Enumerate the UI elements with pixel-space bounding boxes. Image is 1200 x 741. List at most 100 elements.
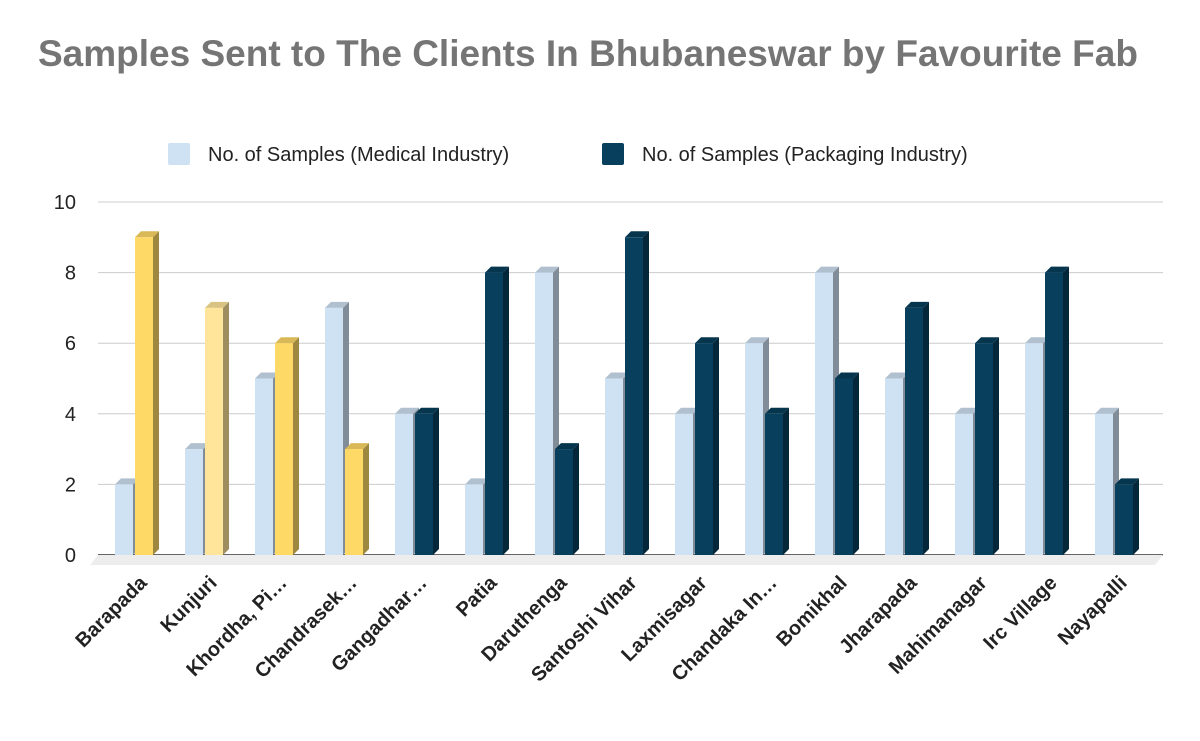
bar-front — [1045, 272, 1063, 555]
bar — [975, 337, 999, 555]
bar-side — [853, 372, 859, 555]
bar-top — [115, 478, 139, 485]
bar-front — [1115, 484, 1133, 555]
bar-front — [395, 413, 413, 555]
chart-floor — [90, 555, 1163, 565]
y-tick-label: 0 — [65, 545, 76, 567]
legend: No. of Samples (Medical Industry) No. of … — [168, 143, 968, 166]
bar-front — [905, 307, 923, 555]
bar — [345, 443, 369, 555]
bar-front — [955, 413, 973, 555]
y-tick-label: 10 — [54, 192, 76, 214]
bar-front — [325, 307, 343, 555]
bar-front — [885, 378, 903, 555]
x-tick-label: Irc Village — [979, 572, 1061, 654]
bar-front — [205, 307, 223, 555]
bar-front — [535, 272, 553, 555]
bar-top — [135, 231, 159, 238]
bar-top — [555, 443, 579, 450]
bar-top — [465, 478, 489, 485]
bar-top — [885, 372, 909, 379]
bar — [135, 231, 159, 556]
chart-title: Samples Sent to The Clients In Bhubanesw… — [38, 33, 1138, 74]
bar-top — [205, 301, 229, 308]
bar-top — [745, 337, 769, 344]
x-tick-label: Kunjuri — [156, 572, 221, 637]
bar-front — [135, 237, 153, 556]
bar-top — [695, 337, 719, 344]
bar-front — [675, 413, 693, 555]
bar-top — [535, 266, 559, 273]
bar — [695, 337, 719, 555]
bar-top — [415, 407, 439, 414]
bar-front — [625, 237, 643, 556]
x-tick-label: Patia — [452, 571, 502, 621]
bar — [275, 337, 299, 555]
bar-top — [955, 407, 979, 414]
bar-top — [1095, 407, 1119, 414]
bar — [1095, 407, 1119, 555]
bar-top — [975, 337, 999, 344]
bar-front — [555, 449, 573, 555]
bar-side — [993, 337, 999, 555]
bar-top — [345, 443, 369, 450]
bar-top — [905, 301, 929, 308]
bar — [485, 266, 509, 555]
bars — [115, 231, 1139, 556]
bar — [905, 301, 929, 555]
bar-top — [765, 407, 789, 414]
legend-swatch — [602, 143, 624, 165]
bar-front — [765, 413, 783, 555]
bar-side — [433, 407, 439, 555]
bar — [205, 301, 229, 555]
x-tick-label: Barapada — [72, 571, 153, 652]
floor-plane — [90, 555, 1163, 565]
bar-front — [115, 484, 133, 555]
bar-top — [1115, 478, 1139, 485]
bar-front — [1025, 343, 1043, 555]
bar-top — [275, 337, 299, 344]
bar-front — [275, 343, 293, 555]
bar-front — [185, 449, 203, 555]
bar-side — [573, 443, 579, 555]
y-tick-label: 6 — [65, 333, 76, 355]
bar-side — [363, 443, 369, 555]
bar — [765, 407, 789, 555]
bar-side — [293, 337, 299, 555]
y-tick-label: 2 — [65, 474, 76, 496]
bar-front — [835, 378, 853, 555]
bar-front — [1095, 413, 1113, 555]
bar-top — [625, 231, 649, 238]
bar-front — [815, 272, 833, 555]
y-tick-label: 8 — [65, 263, 76, 285]
bar-front — [255, 378, 273, 555]
bar-top — [815, 266, 839, 273]
bar-top — [485, 266, 509, 273]
bar — [1115, 478, 1139, 555]
legend-label: No. of Samples (Medical Industry) — [208, 144, 509, 166]
bar-top — [325, 301, 349, 308]
bar — [415, 407, 439, 555]
bar-front — [745, 343, 763, 555]
bar-top — [675, 407, 699, 414]
bar-front — [485, 272, 503, 555]
bar — [555, 443, 579, 555]
legend-swatch — [168, 143, 190, 165]
bar — [625, 231, 649, 556]
bar-top — [605, 372, 629, 379]
bar-side — [1133, 478, 1139, 555]
bar-front — [695, 343, 713, 555]
bar-top — [1045, 266, 1069, 273]
bar-front — [465, 484, 483, 555]
bar-top — [395, 407, 419, 414]
bar-top — [835, 372, 859, 379]
bar-top — [255, 372, 279, 379]
bar-front — [415, 413, 433, 555]
y-axis-ticks: 0 2 4 6 8 10 — [54, 192, 76, 567]
bar-side — [503, 266, 509, 555]
bar-side — [923, 301, 929, 555]
bar-front — [975, 343, 993, 555]
bar-top — [185, 443, 209, 450]
